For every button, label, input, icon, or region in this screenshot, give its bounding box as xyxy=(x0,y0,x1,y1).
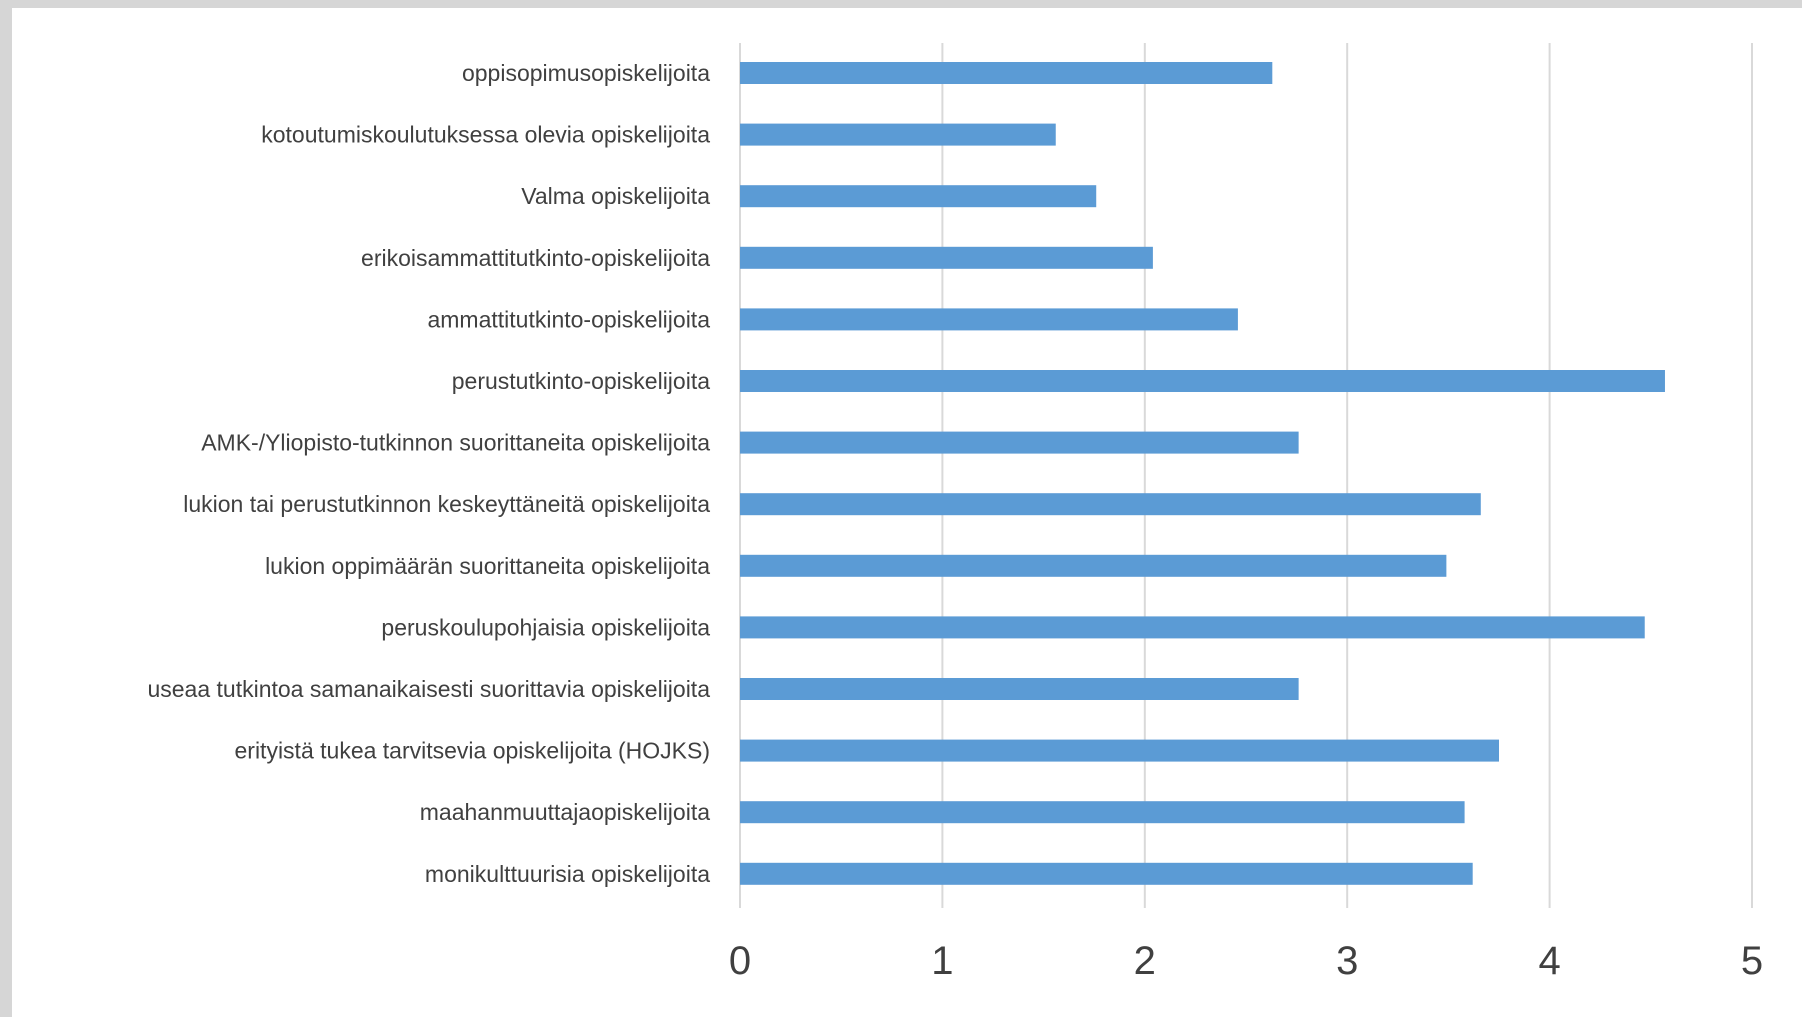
category-labels: oppisopimusopiskelijoita kotoutumiskoulut… xyxy=(147,60,710,887)
category-label-12: erityistä tukea tarvitsevia opiskelijoit… xyxy=(235,738,711,764)
bar-1 xyxy=(740,62,1273,84)
bar-13 xyxy=(740,801,1465,824)
bar-9 xyxy=(740,554,1447,577)
category-label-2: kotoutumiskoulutuksessa olevia opiskelij… xyxy=(261,122,710,148)
tick-label-0: 0 xyxy=(729,939,751,983)
bar-5 xyxy=(740,308,1238,331)
bar-10 xyxy=(740,616,1645,639)
bar-12 xyxy=(740,739,1499,762)
category-label-7: AMK-/Yliopisto-tutkinnon suorittaneita o… xyxy=(201,430,710,456)
category-label-8: lukion tai perustutkinnon keskeyttäneitä… xyxy=(183,491,710,517)
tick-label-2: 2 xyxy=(1134,939,1156,983)
category-label-3: Valma opiskelijoita xyxy=(521,183,710,209)
tick-label-1: 1 xyxy=(931,939,953,983)
tick-label-4: 4 xyxy=(1538,939,1560,983)
bar-11 xyxy=(740,678,1299,700)
bar-14 xyxy=(740,862,1473,885)
category-label-13: maahanmuuttajaopiskelijoita xyxy=(420,799,710,825)
chart-frame: oppisopimusopiskelijoita kotoutumiskoulut… xyxy=(12,8,1802,1017)
bar-chart: oppisopimusopiskelijoita kotoutumiskoulut… xyxy=(147,43,1763,983)
category-label-6: perustutkinto-opiskelijoita xyxy=(452,368,710,394)
category-label-11: useaa tutkintoa samanaikaisesti suoritta… xyxy=(147,676,710,702)
category-label-10: peruskoulupohjaisia opiskelijoita xyxy=(381,614,710,640)
tick-label-5: 5 xyxy=(1741,939,1763,983)
category-label-5: ammattitutkinto-opiskelijoita xyxy=(427,306,710,332)
bars xyxy=(740,62,1665,885)
bar-3 xyxy=(740,185,1097,208)
bar-2 xyxy=(740,123,1056,146)
bar-7 xyxy=(740,431,1299,454)
tick-labels: 0 1 2 3 4 5 xyxy=(729,939,1763,983)
category-label-9: lukion oppimäärän suorittaneita opiskeli… xyxy=(265,553,710,579)
bar-4 xyxy=(740,246,1153,269)
gridlines xyxy=(739,43,1753,908)
category-label-14: monikulttuurisia opiskelijoita xyxy=(425,861,710,887)
bar-8 xyxy=(740,493,1481,516)
bar-6 xyxy=(740,370,1665,392)
category-label-1: oppisopimusopiskelijoita xyxy=(462,60,710,86)
tick-label-3: 3 xyxy=(1336,939,1358,983)
category-label-4: erikoisammattitutkinto-opiskelijoita xyxy=(361,245,710,271)
